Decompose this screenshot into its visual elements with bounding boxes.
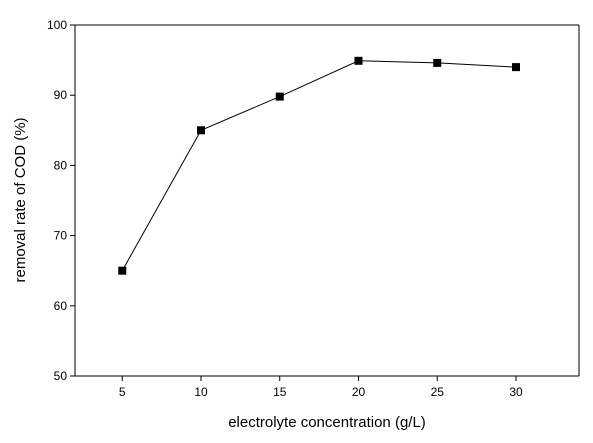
data-point-marker: [354, 56, 363, 65]
x-axis-ticks: 5 10 15 20 25 30: [119, 376, 523, 399]
y-tick-label: 90: [54, 88, 68, 102]
data-point-marker: [118, 266, 127, 275]
data-series: [118, 56, 520, 275]
data-point-marker: [197, 126, 205, 135]
data-point-marker: [433, 58, 442, 67]
x-tick-label: 10: [194, 385, 208, 399]
x-tick-label: 30: [509, 385, 523, 399]
x-tick-label: 25: [431, 385, 445, 399]
x-tick-label: 20: [352, 385, 366, 399]
x-axis-title: electrolyte concentration (g/L): [228, 414, 426, 431]
plot-area: [74, 24, 580, 377]
y-axis-title: removal rate of COD (%): [12, 117, 29, 282]
y-tick-label: 70: [54, 229, 68, 243]
data-point-marker: [275, 92, 284, 101]
series-line: [121, 60, 517, 271]
y-tick-label: 100: [47, 18, 67, 32]
y-tick-label: 80: [54, 158, 68, 172]
data-point-marker: [512, 63, 520, 72]
x-tick-label: 5: [119, 385, 126, 399]
y-axis-ticks: 50 60 70 80 90 100: [47, 18, 75, 383]
x-tick-label: 15: [273, 385, 287, 399]
y-tick-label: 50: [54, 369, 68, 383]
y-tick-label: 60: [54, 299, 68, 313]
